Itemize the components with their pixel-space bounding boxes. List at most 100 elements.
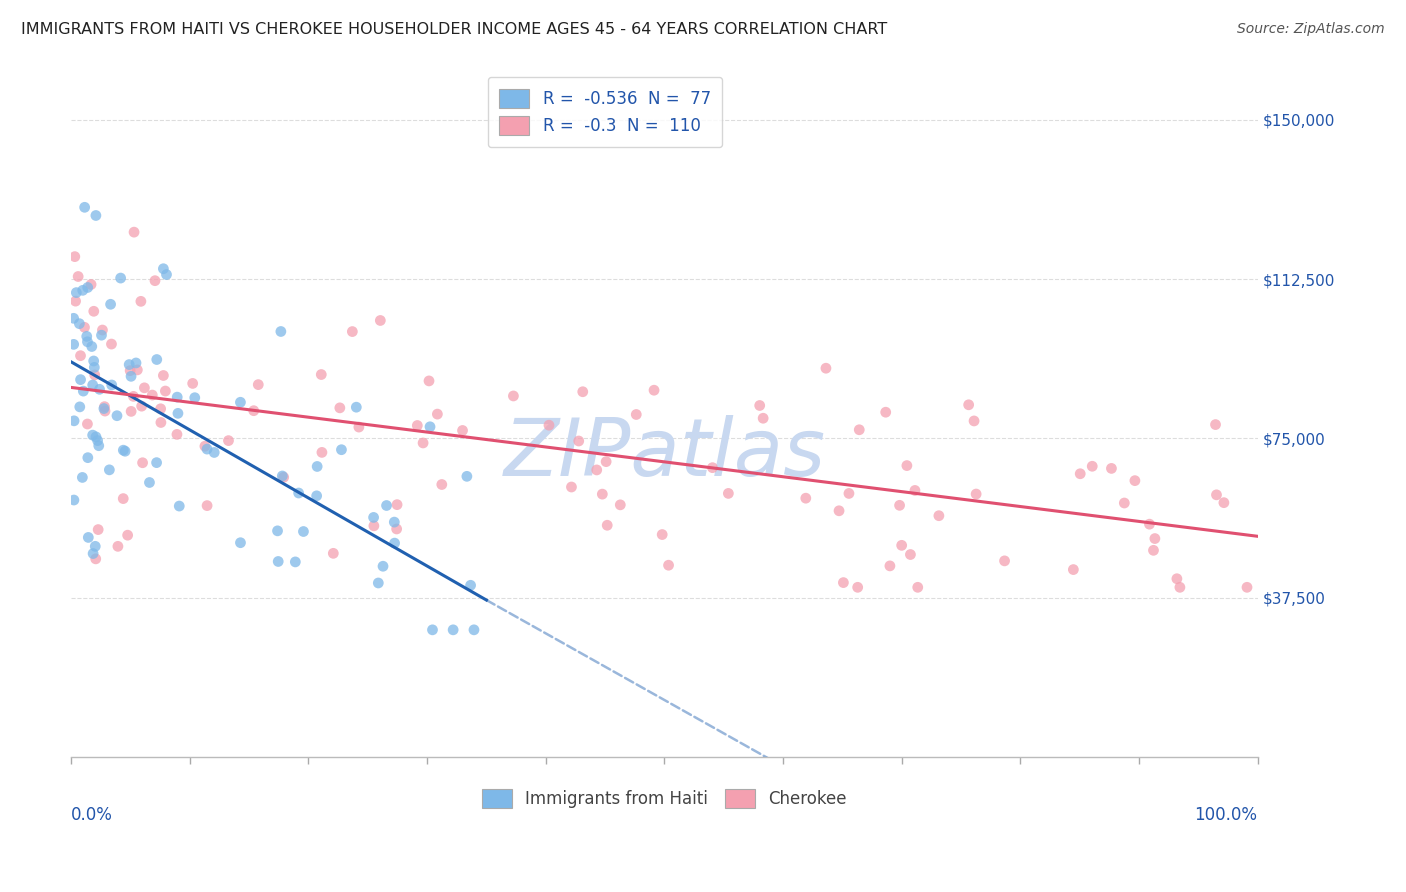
Point	[93, 400, 115, 414]
Point	[406, 418, 429, 433]
Point	[900, 548, 922, 562]
Point	[702, 460, 724, 475]
Point	[87, 523, 110, 537]
Point	[82, 378, 104, 392]
Point	[1143, 532, 1166, 546]
Point	[195, 442, 218, 456]
Point	[181, 376, 204, 391]
Point	[875, 405, 897, 419]
Point	[890, 538, 912, 552]
Point	[100, 337, 122, 351]
Point	[129, 294, 152, 309]
Point	[63, 250, 86, 264]
Point	[371, 559, 394, 574]
Point	[76, 334, 98, 349]
Point	[155, 384, 177, 398]
Point	[84, 430, 107, 444]
Point	[76, 417, 98, 431]
Point	[460, 578, 482, 592]
Point	[62, 337, 84, 351]
Text: IMMIGRANTS FROM HAITI VS CHEROKEE HOUSEHOLDER INCOME AGES 45 - 64 YEARS CORRELAT: IMMIGRANTS FROM HAITI VS CHEROKEE HOUSEH…	[21, 22, 887, 37]
Point	[838, 486, 860, 500]
Point	[382, 515, 405, 529]
Point	[585, 463, 607, 477]
Point	[83, 304, 105, 318]
Point	[91, 323, 114, 337]
Point	[907, 580, 929, 594]
Point	[422, 623, 444, 637]
Point	[595, 455, 617, 469]
Point	[184, 391, 207, 405]
Point	[105, 409, 128, 423]
Point	[1069, 467, 1091, 481]
Point	[112, 491, 135, 506]
Point	[146, 352, 169, 367]
Point	[889, 499, 911, 513]
Point	[814, 361, 837, 376]
Point	[832, 575, 855, 590]
Point	[122, 389, 145, 403]
Point	[82, 428, 104, 442]
Point	[89, 382, 111, 396]
Point	[166, 427, 188, 442]
Point	[568, 434, 591, 448]
Point	[794, 491, 817, 506]
Point	[72, 470, 94, 484]
Point	[242, 403, 264, 417]
Point	[904, 483, 927, 498]
Point	[1212, 496, 1234, 510]
Point	[93, 401, 115, 416]
Point	[98, 463, 121, 477]
Point	[1166, 572, 1188, 586]
Point	[311, 445, 333, 459]
Point	[928, 508, 950, 523]
Point	[419, 419, 441, 434]
Point	[218, 434, 240, 448]
Point	[107, 539, 129, 553]
Point	[311, 368, 333, 382]
Point	[65, 294, 87, 309]
Point	[63, 414, 86, 428]
Point	[149, 401, 172, 416]
Point	[84, 552, 107, 566]
Point	[322, 546, 344, 560]
Point	[658, 558, 681, 573]
Point	[270, 325, 292, 339]
Point	[430, 477, 453, 491]
Point	[67, 317, 90, 331]
Point	[384, 536, 406, 550]
Point	[965, 487, 987, 501]
Text: ZIPatlas: ZIPatlas	[503, 416, 825, 493]
Point	[117, 528, 139, 542]
Point	[305, 489, 328, 503]
Text: 0.0%: 0.0%	[72, 805, 112, 823]
Point	[418, 374, 440, 388]
Point	[266, 524, 288, 538]
Point	[83, 360, 105, 375]
Point	[363, 519, 385, 533]
Point	[748, 399, 770, 413]
Point	[651, 527, 673, 541]
Point	[69, 349, 91, 363]
Point	[80, 277, 103, 292]
Point	[73, 200, 96, 214]
Point	[122, 225, 145, 239]
Point	[463, 623, 485, 637]
Point	[329, 401, 352, 415]
Point	[412, 436, 434, 450]
Point	[77, 531, 100, 545]
Point	[86, 434, 108, 448]
Point	[626, 408, 648, 422]
Point	[73, 320, 96, 334]
Text: 100.0%: 100.0%	[1195, 805, 1257, 823]
Point	[83, 354, 105, 368]
Point	[560, 480, 582, 494]
Point	[957, 398, 980, 412]
Point	[195, 499, 218, 513]
Point	[167, 406, 190, 420]
Point	[1062, 563, 1084, 577]
Point	[879, 558, 901, 573]
Point	[202, 445, 225, 459]
Point	[152, 261, 174, 276]
Point	[229, 535, 252, 549]
